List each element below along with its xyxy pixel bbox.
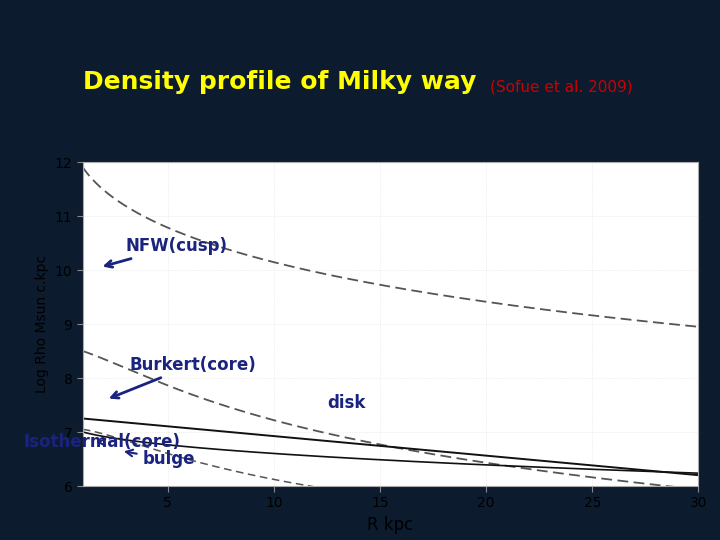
Text: Density profile of Milky way: Density profile of Milky way — [83, 71, 476, 94]
Text: Burkert(core): Burkert(core) — [112, 356, 256, 398]
Y-axis label: Log Rho Msun c.kpc: Log Rho Msun c.kpc — [35, 255, 49, 393]
X-axis label: R kpc: R kpc — [367, 516, 414, 534]
Text: bulge: bulge — [126, 450, 194, 468]
Text: NFW(cusp): NFW(cusp) — [105, 237, 228, 267]
Text: Isothermal(core): Isothermal(core) — [23, 433, 181, 451]
Text: disk: disk — [327, 394, 365, 411]
Text: (Sofue et al. 2009): (Sofue et al. 2009) — [490, 79, 632, 94]
